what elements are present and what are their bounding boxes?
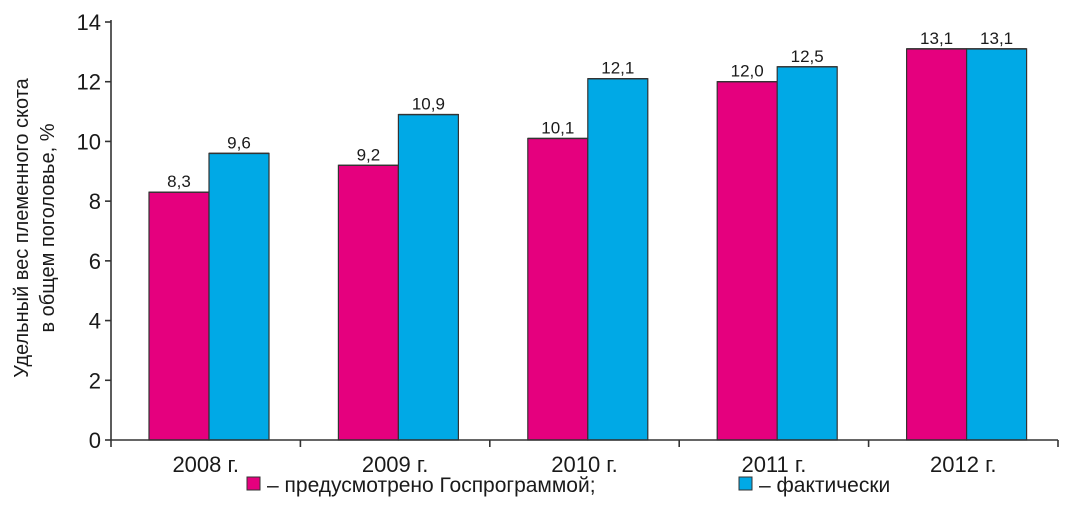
x-category-label: 2010 г. [551,452,618,477]
data-label: 13,1 [980,29,1013,48]
x-category-label: 2011 г. [741,452,806,477]
legend-label-planned: – предусмотрено Госпрограммой; [267,474,596,497]
bar-actual-3 [776,66,838,441]
x-category-label: 2009 г. [362,452,429,477]
bars [148,48,1028,441]
bar-planned-0 [148,191,210,441]
y-tick-label: 0 [89,428,101,453]
bar-planned-4 [905,48,968,441]
bar-planned-3 [716,81,778,441]
data-label: 12,5 [791,47,824,66]
y-tick-label: 12 [77,70,101,95]
legend-swatch-actual [738,476,753,491]
bar-actual-0 [208,152,270,441]
bar-actual-1 [397,113,459,441]
bar-planned-2 [527,137,589,441]
legend-label-actual: – фактически [759,474,890,497]
bar-planned-1 [337,164,399,441]
y-tick-label: 8 [89,189,101,214]
data-label: 10,1 [541,118,574,137]
data-label: 12,0 [731,62,764,81]
y-axis-label: Удельный вес племенного скота в общем по… [11,77,59,377]
y-axis-label-line-2: в общем поголовье, % [37,123,59,332]
legend: – предусмотрено Госпрограммой; – фактичес… [246,474,890,497]
data-label: 9,6 [227,133,251,152]
data-label: 12,1 [601,59,634,78]
data-label: 13,1 [920,29,953,48]
y-tick-label: 4 [89,309,101,334]
y-tick-label: 6 [89,249,101,274]
legend-swatch-planned [246,476,261,491]
y-axis-ticks: 0 2 4 6 8 10 12 14 [77,10,111,453]
data-label: 9,2 [357,145,381,164]
x-category-label: 2008 г. [172,452,239,477]
data-label: 8,3 [167,172,191,191]
y-tick-label: 10 [77,129,101,154]
y-tick-label: 14 [77,10,101,35]
data-label: 10,9 [412,95,445,114]
data-labels: 8,3 9,6 9,2 10,9 10,1 12,1 12,0 12,5 13,1 13,1 [167,29,1013,191]
axes [110,20,1059,447]
bar-actual-2 [587,78,649,441]
bar-actual-4 [965,48,1028,441]
y-tick-label: 2 [89,368,101,393]
x-category-label: 2012 г. [930,452,997,477]
x-axis-categories: 2008 г. 2009 г. 2010 г. 2011 г. 2012 г. [172,452,996,477]
y-axis-label-line-1: Удельный вес племенного скота [11,77,33,377]
